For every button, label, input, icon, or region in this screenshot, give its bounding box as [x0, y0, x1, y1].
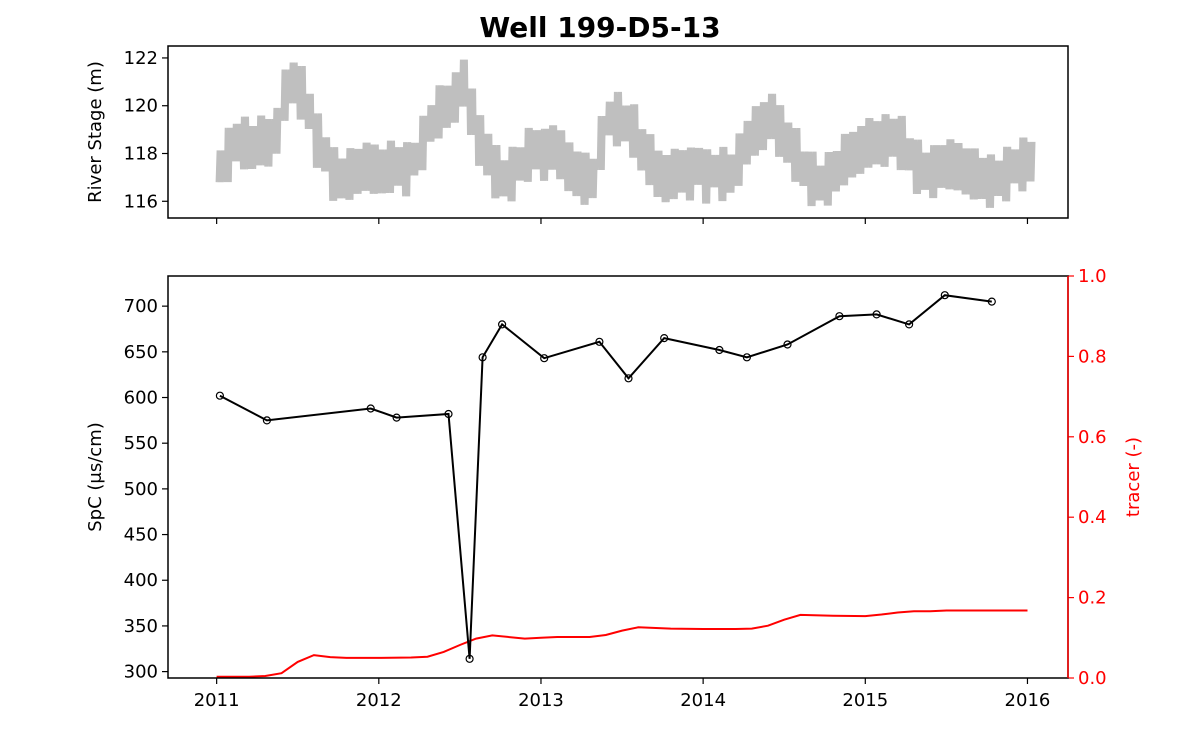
- tracer-ytick-label: 0.2: [1078, 588, 1107, 609]
- spc-ytick-label: 550: [124, 433, 158, 454]
- spc-point: [872, 310, 881, 319]
- spc-point: [262, 416, 271, 425]
- tracer-ytick-label: 1.0: [1078, 266, 1107, 287]
- spc-ytick-label: 300: [124, 662, 158, 683]
- spc-point: [940, 291, 949, 300]
- spc-point: [904, 320, 914, 329]
- tracer-ytick-label: 0.6: [1078, 427, 1107, 448]
- spc-ylabel: SpC (μs/cm): [85, 422, 106, 532]
- spc-ytick-label: 650: [124, 342, 158, 363]
- x-tick-label: 2012: [356, 690, 402, 711]
- river-stage-ytick-label: 118: [124, 144, 158, 165]
- river-stage-axes-frame: [167, 45, 1069, 219]
- chart-title: Well 199-D5-13: [479, 11, 720, 44]
- tracer-ytick-label: 0.8: [1078, 346, 1107, 367]
- river-stage-ytick-label: 120: [124, 96, 158, 117]
- spc-point: [835, 312, 844, 321]
- spc-axes-frame: [167, 275, 1069, 679]
- spc-point: [392, 413, 401, 422]
- tracer-ytick-label: 0.4: [1078, 507, 1107, 528]
- spc-point: [715, 345, 724, 355]
- river-stage-ylabel: River Stage (m): [85, 61, 106, 203]
- tracer-ytick-label: 0.0: [1078, 668, 1107, 689]
- spc-point: [660, 334, 669, 343]
- spc-point: [742, 353, 752, 362]
- tracer-ylabel: tracer (-): [1123, 437, 1144, 517]
- x-tick-label: 2015: [842, 690, 888, 711]
- spc-point: [783, 340, 792, 349]
- spc-tracer-panel: 300 350 400 450 500 550 600 650 700 0.0 0.2 0.4 0.6 0…: [85, 266, 1144, 711]
- spc-point: [595, 337, 604, 346]
- river-stage-ytick-label: 122: [124, 48, 158, 69]
- spc-point: [540, 354, 549, 363]
- spc-tracer-ticks: 300 350 400 450 500 550 600 650 700 0.0 0.2 0.4 0.6 0…: [124, 266, 1107, 711]
- x-tick-label: 2014: [680, 690, 726, 711]
- spc-ytick-label: 700: [124, 296, 158, 317]
- spc-point: [366, 404, 375, 413]
- tracer-line: [216, 609, 1028, 678]
- river-stage-line: [215, 59, 1036, 208]
- river-stage-panel: 116 118 120 122 River Stage (m): [85, 45, 1069, 224]
- spc-point: [444, 409, 453, 419]
- spc-point: [478, 353, 487, 362]
- x-tick-label: 2013: [518, 690, 564, 711]
- spc-ytick-label: 500: [124, 479, 158, 500]
- spc-point: [987, 297, 996, 306]
- spc-markers: [215, 291, 996, 663]
- x-tick-label: 2011: [194, 690, 240, 711]
- spc-ytick-label: 350: [124, 616, 158, 637]
- river-stage-ytick-label: 116: [124, 191, 158, 212]
- spc-point: [498, 320, 507, 329]
- x-tick-label: 2016: [1005, 690, 1051, 711]
- spc-point: [215, 391, 224, 400]
- spc-ytick-label: 600: [124, 388, 158, 409]
- spc-ytick-label: 450: [124, 525, 158, 546]
- river-stage-ticks: 116 118 120 122: [124, 48, 1029, 224]
- spc-ytick-label: 400: [124, 570, 158, 591]
- spc-point: [465, 654, 474, 663]
- spc-point: [624, 374, 633, 383]
- spc-line: [219, 294, 992, 659]
